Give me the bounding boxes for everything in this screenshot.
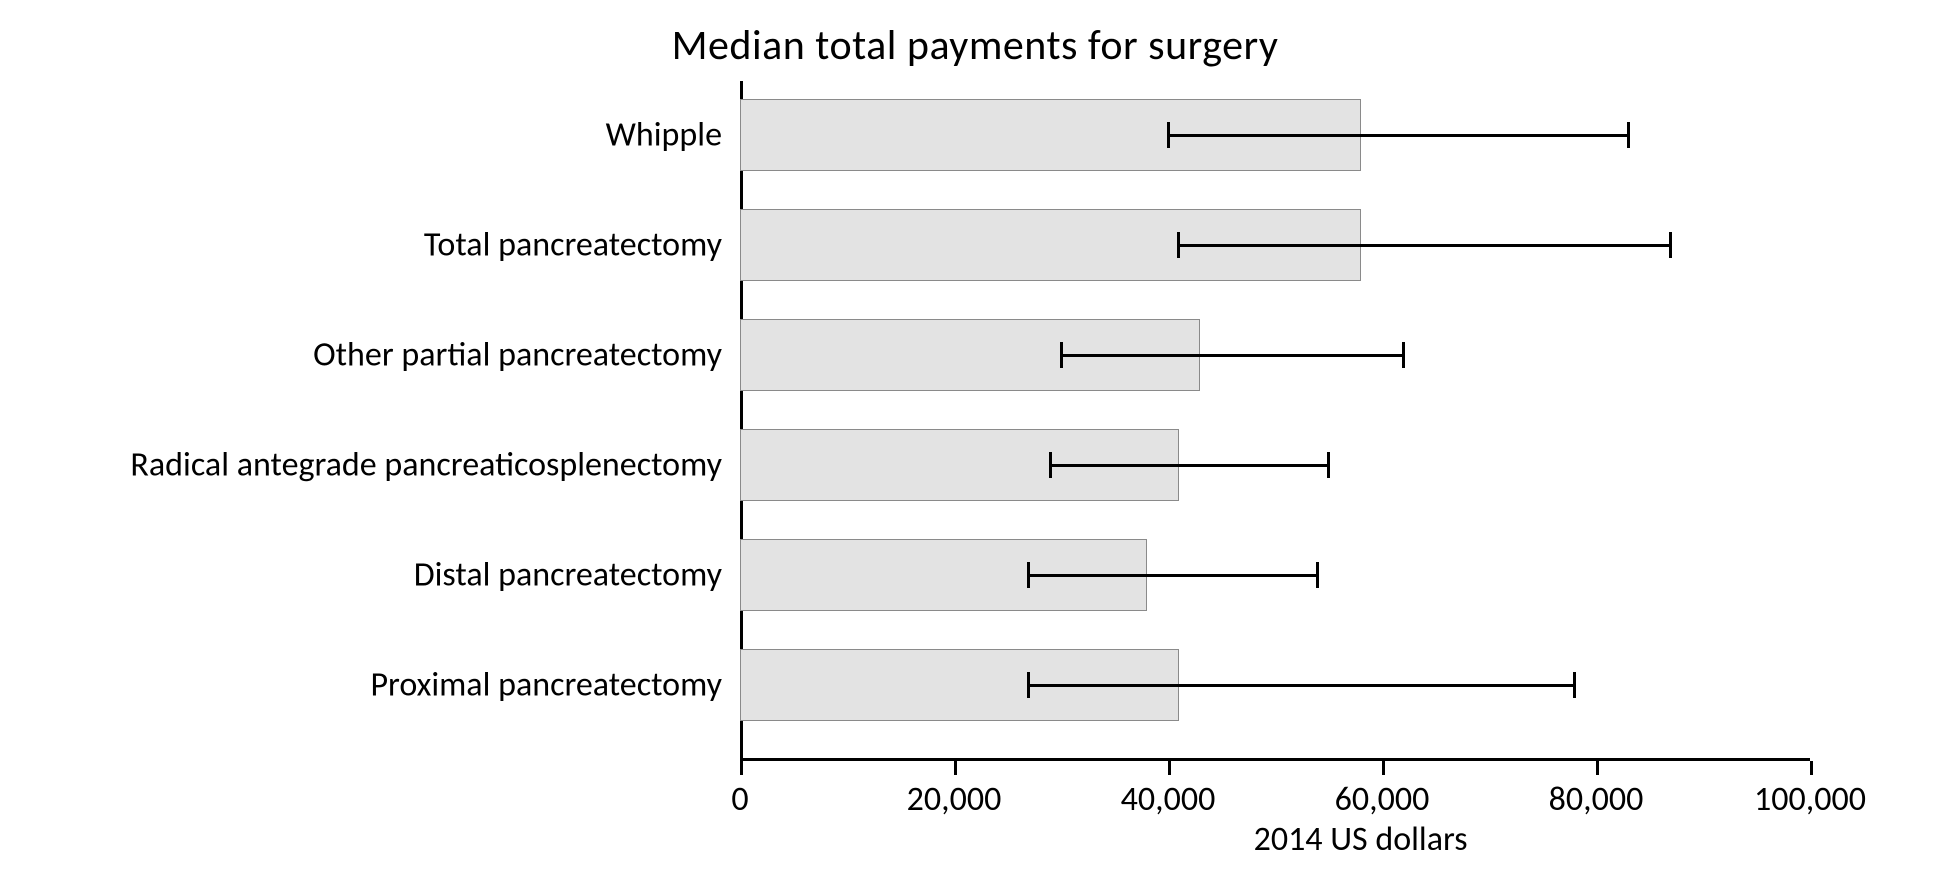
plot-area: 020,00040,00060,00080,000100,0002014 US … <box>740 81 1810 761</box>
error-cap <box>1177 232 1180 258</box>
bar-label: Distal pancreatectomy <box>414 555 740 596</box>
bar-label: Whipple <box>606 115 740 156</box>
error-cap <box>1669 232 1672 258</box>
x-tick-label: 20,000 <box>907 761 1002 820</box>
x-tick-label: 0 <box>731 761 748 820</box>
x-axis-title: 2014 US dollars <box>1254 761 1468 860</box>
error-bar <box>1029 574 1318 577</box>
error-cap <box>1049 452 1052 478</box>
error-cap <box>1402 342 1405 368</box>
x-tick-label: 40,000 <box>1121 761 1216 820</box>
bar-label: Radical antegrade pancreaticosplenectomy <box>130 445 740 486</box>
error-cap <box>1327 452 1330 478</box>
error-cap <box>1027 562 1030 588</box>
bar-label: Proximal pancreatectomy <box>370 665 740 706</box>
error-bar <box>1061 354 1403 357</box>
error-bar <box>1050 464 1328 467</box>
error-cap <box>1627 122 1630 148</box>
chart-title: Median total payments for surgery <box>60 20 1890 71</box>
error-cap <box>1027 672 1030 698</box>
error-bar <box>1168 134 1628 137</box>
x-tick-label: 100,000 <box>1754 761 1866 820</box>
error-cap <box>1573 672 1576 698</box>
bar-label: Total pancreatectomy <box>424 225 740 266</box>
chart-container: Median total payments for surgery 020,00… <box>0 0 1950 896</box>
error-cap <box>1316 562 1319 588</box>
error-cap <box>1167 122 1170 148</box>
bar-label: Other partial pancreatectomy <box>313 335 740 376</box>
error-bar <box>1179 244 1671 247</box>
x-tick-label: 80,000 <box>1549 761 1644 820</box>
error-bar <box>1029 684 1575 687</box>
error-cap <box>1060 342 1063 368</box>
